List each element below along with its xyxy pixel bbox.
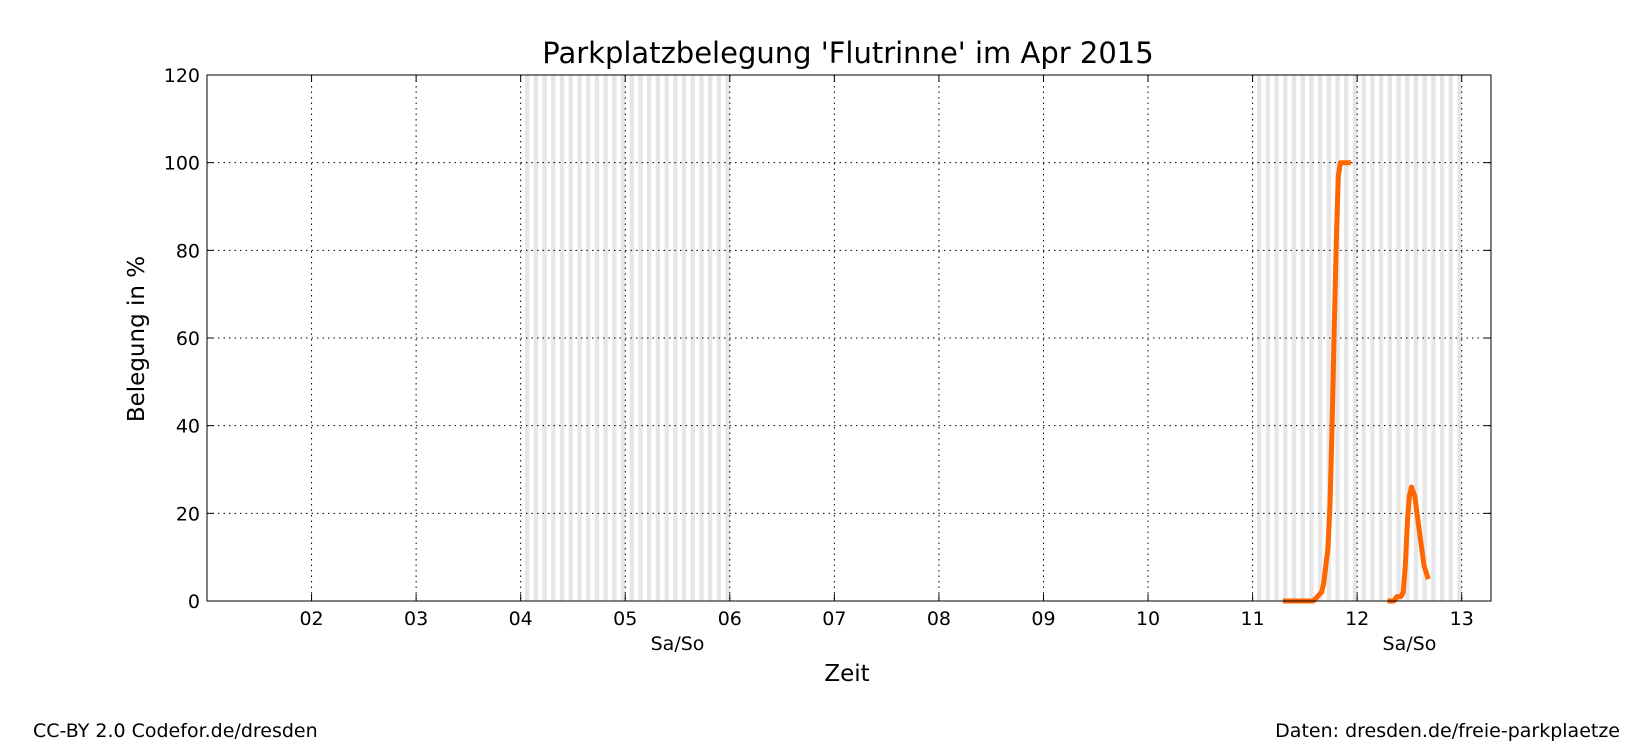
weekend-bands [525,75,1462,601]
weekend-label: Sa/So [651,633,705,655]
weekend-band [542,75,547,601]
weekend-band [620,75,626,601]
weekend-band [533,75,539,601]
y-axis-label: Belegung in % [124,256,150,422]
x-tick-label: 05 [613,608,637,630]
x-tick-label: 13 [1450,608,1474,630]
weekend-band [1370,75,1375,601]
grid-lines [207,74,1491,602]
weekend-band [1413,75,1419,601]
weekend-band [1291,75,1297,601]
weekend-band [655,75,661,601]
y-tick-label: 120 [164,65,200,87]
x-tick-label: 03 [404,608,428,630]
y-tick-label: 60 [176,328,200,350]
weekend-band [1378,75,1384,601]
weekend-band [559,75,565,601]
weekend-band [1431,75,1436,601]
weekend-band [681,75,687,601]
weekend-band [647,75,652,601]
license-credit: CC-BY 2.0 Codefor.de/dresden [33,720,318,742]
weekend-band [1326,75,1332,601]
x-tick-label: 04 [509,608,533,630]
weekend-label: Sa/So [1383,633,1437,655]
weekend-band [1457,75,1462,601]
y-tick-label: 20 [176,503,200,525]
weekend-band [577,75,582,601]
x-tick-label: 02 [299,608,323,630]
y-tick-label: 0 [188,591,200,613]
weekend-band [699,75,704,601]
weekend-band [586,75,591,601]
weekend-band [551,75,556,601]
weekend-band [725,75,730,601]
weekend-band [690,75,695,601]
weekend-band [1309,75,1314,601]
weekend-band [1265,75,1271,601]
weekend-band [594,75,600,601]
weekend-band [603,75,608,601]
x-tick-label: 09 [1031,608,1055,630]
series-line [1387,484,1431,604]
y-tick-label: 100 [164,153,200,175]
y-tick-label: 40 [176,416,200,438]
x-tick-label: 11 [1241,608,1265,630]
weekend-band [1274,75,1279,601]
y-tick-label: 80 [176,240,200,262]
data-source-credit: Daten: dresden.de/freie-parkplaetze [1275,720,1620,742]
weekend-band [1256,75,1262,601]
x-tick-label: 10 [1136,608,1160,630]
ticks-layer: 02 03 04 05 06 07 08 09 10 11 12 13 0 20 40 60 80 100 120 S… [164,65,1491,655]
chart-title: Parkplatzbelegung 'Flutrinne' im Apr 201… [542,36,1153,70]
x-axis-label: Zeit [824,661,869,687]
weekend-band [1439,75,1445,601]
x-tick-label: 08 [927,608,951,630]
weekend-band [638,75,643,601]
weekend-band [1352,75,1358,601]
weekend-band [1361,75,1366,601]
weekend-band [1422,75,1427,601]
weekend-band [1317,75,1323,601]
x-tick-label: 12 [1345,608,1369,630]
weekend-band [708,75,713,601]
weekend-band [1396,75,1401,601]
weekend-band [664,75,669,601]
weekend-band [1335,75,1340,601]
x-tick-label: 07 [822,608,846,630]
x-tick-label: 06 [718,608,742,630]
